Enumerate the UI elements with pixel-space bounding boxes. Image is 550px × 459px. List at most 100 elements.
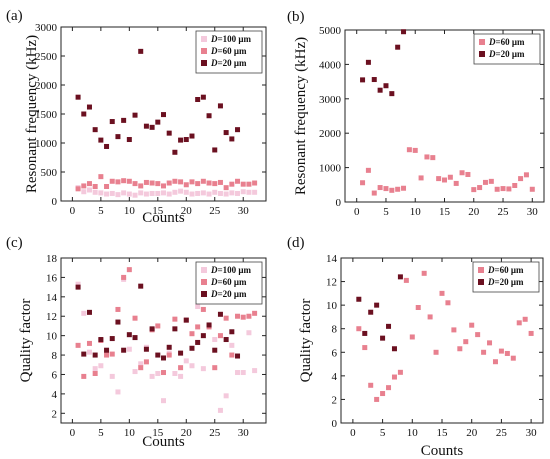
data-point-d20 (104, 143, 110, 149)
data-point-d100 (200, 366, 206, 372)
x-tick-label: 20 (468, 206, 480, 218)
data-point-d60 (98, 174, 104, 180)
data-point-d20 (229, 136, 235, 142)
data-point-d60 (457, 346, 463, 352)
data-point-d100 (115, 192, 121, 198)
data-point-d60 (223, 185, 229, 191)
data-point-d60 (121, 274, 127, 280)
data-point-d60 (92, 371, 98, 376)
data-point-d100 (126, 191, 132, 197)
data-point-d20 (389, 91, 395, 97)
data-point-d60 (200, 178, 206, 184)
y-tick-label: 0 (332, 418, 338, 430)
data-point-d60 (401, 185, 407, 191)
data-point-d60 (403, 277, 409, 283)
data-point-d100 (121, 190, 127, 196)
data-point-d100 (98, 190, 104, 196)
x-tick-label: 5 (383, 206, 389, 218)
legend-marker (201, 267, 207, 273)
data-point-d20 (75, 284, 81, 290)
data-point-d100 (217, 407, 223, 413)
panel-label: (b) (287, 9, 305, 25)
data-point-d60 (518, 176, 524, 182)
data-point-d20 (172, 326, 178, 332)
data-point-d20 (132, 335, 138, 341)
data-point-d60 (500, 186, 506, 192)
data-point-d20 (149, 124, 155, 130)
data-point-d60 (445, 300, 451, 306)
y-tick-label: 14 (326, 253, 338, 265)
data-point-d100 (75, 281, 81, 287)
data-point-d60 (161, 183, 166, 189)
chart-panel-4: (d) 0 5 10 15 20 25 30 0 2 4 6 8 10 12 14 Counts Quality … (287, 235, 544, 459)
y-tick-label: 500 (41, 167, 58, 179)
data-point-d20 (143, 346, 149, 352)
data-point-d100 (217, 190, 223, 196)
y-tick-label: 6 (332, 347, 338, 359)
data-point-d20 (155, 119, 161, 125)
legend-entry: D=60 μm (210, 277, 247, 287)
data-point-d20 (115, 134, 121, 140)
data-point-d60 (223, 315, 229, 321)
data-point-d20 (161, 112, 166, 118)
data-point-d100 (149, 190, 155, 196)
data-point-d20 (401, 29, 407, 35)
data-point-d60 (430, 155, 436, 161)
data-point-d100 (104, 191, 110, 197)
data-point-d60 (360, 180, 366, 186)
data-point-d60 (246, 313, 252, 319)
x-tick-label: 15 (152, 205, 164, 217)
plot-frame (60, 257, 267, 424)
data-point-d20 (155, 352, 161, 358)
data-point-d20 (223, 337, 229, 343)
data-point-d60 (166, 180, 172, 186)
data-point-d60 (235, 178, 241, 184)
y-axis-label: Resonant frequency (kHz) (24, 35, 40, 193)
data-point-d60 (212, 365, 218, 371)
data-point-d60 (229, 352, 235, 358)
data-point-d100 (166, 191, 172, 197)
data-point-d100 (212, 337, 218, 343)
data-point-d100 (172, 189, 178, 195)
legend-marker (201, 60, 207, 66)
x-tick-label: 30 (526, 427, 538, 439)
x-tick-label: 10 (410, 206, 422, 218)
data-point-d60 (75, 342, 81, 348)
data-point-d60 (371, 190, 377, 196)
y-tick-label: 12 (326, 277, 337, 289)
data-point-d100 (92, 366, 98, 372)
data-point-d60 (498, 348, 504, 354)
data-point-d60 (143, 179, 149, 185)
data-point-d60 (183, 182, 189, 188)
data-point-d60 (81, 373, 87, 379)
data-point-d60 (391, 374, 397, 380)
panel-label: (d) (287, 235, 305, 251)
data-point-d60 (481, 349, 487, 355)
y-tick-label: 2 (332, 394, 338, 406)
y-tick-label: 16 (46, 272, 58, 284)
data-point-d60 (368, 382, 374, 388)
data-point-d60 (465, 171, 471, 177)
data-point-d60 (143, 359, 149, 365)
data-point-d60 (482, 179, 488, 185)
data-point-d60 (397, 369, 403, 375)
legend-entry: D=20 μm (487, 277, 524, 287)
x-tick-label: 5 (380, 427, 386, 439)
data-point-d100 (178, 373, 184, 379)
data-point-d100 (109, 190, 115, 196)
legend-entry: D=20 μm (210, 289, 247, 299)
data-point-d100 (132, 192, 138, 198)
data-point-d20 (235, 353, 241, 359)
y-tick-label: 1000 (319, 163, 342, 175)
data-point-d60 (494, 186, 500, 192)
legend-entry: D=20 μm (488, 49, 525, 59)
x-tick-label: 0 (354, 206, 360, 218)
data-point-d20 (383, 83, 389, 89)
data-point-d60 (487, 340, 493, 346)
data-point-d20 (161, 355, 166, 361)
legend-marker (479, 51, 485, 57)
data-point-d60 (104, 184, 110, 189)
data-point-d60 (383, 186, 389, 192)
data-point-d100 (189, 363, 195, 369)
y-axis-label: Quality factor (18, 299, 34, 383)
